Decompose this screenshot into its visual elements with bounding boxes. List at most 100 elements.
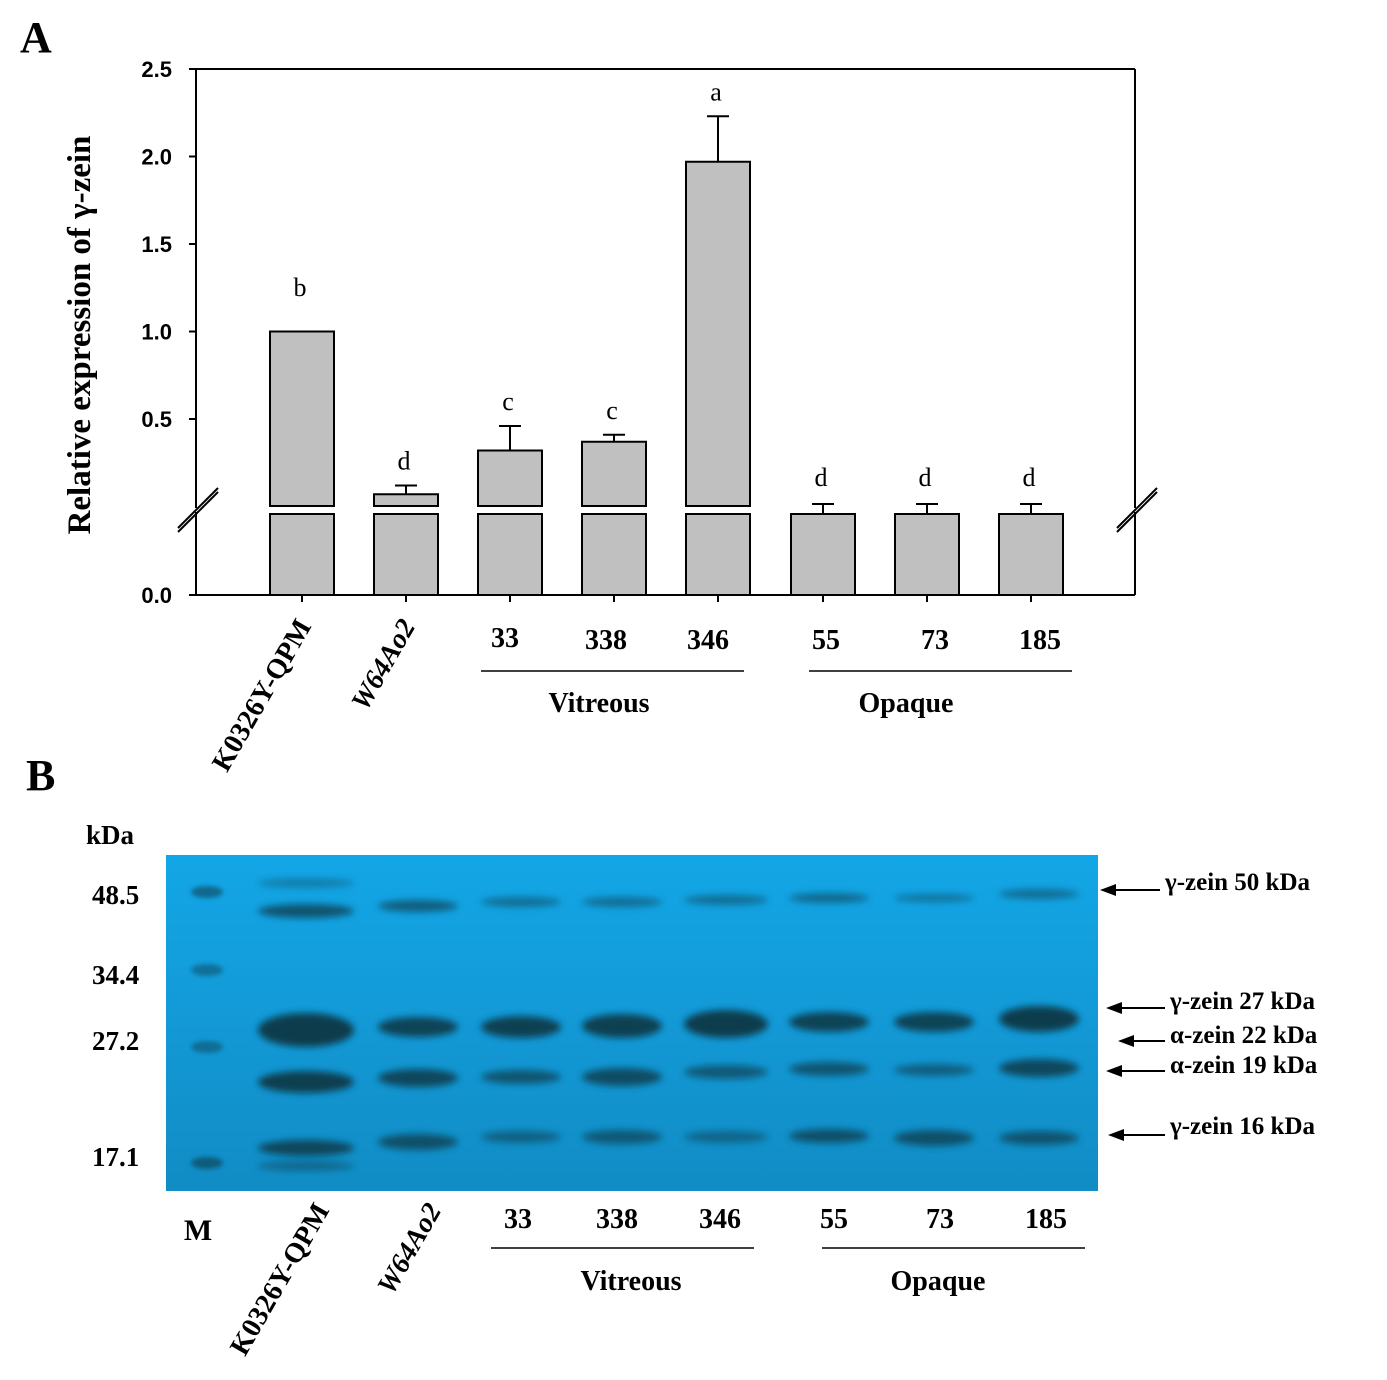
bar-55: d [790, 463, 856, 596]
protein-band [582, 1014, 662, 1038]
annotation-gamma-27: γ-zein 27 kDa [1106, 988, 1316, 1015]
annotation-gamma-50: γ-zein 50 kDa [1100, 869, 1311, 896]
bar-346: a [685, 77, 751, 596]
lane-label-346: 346 [699, 1204, 741, 1235]
x-tick-label: K0326Y-QPM [206, 614, 318, 777]
lane-label-k0326y-qpm: K0326Y-QPM [224, 1198, 336, 1361]
marker-size-48-5: 48.5 [92, 880, 139, 910]
protein-band [582, 897, 662, 907]
band-annotations: γ-zein 50 kDa γ-zein 27 kDa α-zein 22 kD… [1100, 869, 1318, 1141]
protein-band [999, 1059, 1079, 1077]
significance-letter: a [710, 77, 722, 106]
significance-letter: c [502, 387, 514, 416]
protein-band [894, 894, 974, 902]
bar-lower-segment [477, 513, 543, 596]
lane-label-55: 55 [820, 1204, 848, 1235]
break-slash-left [177, 487, 219, 529]
bar-lower-segment [894, 513, 960, 596]
gel-lane-1 [258, 878, 354, 1171]
y-tick-label: 1.5 [141, 232, 172, 257]
group-label-opaque: Opaque [859, 688, 954, 719]
y-axis-ticks: 0.0 0.5 1.0 1.5 2.0 2.5 [141, 57, 196, 608]
x-tick-label: 55 [812, 625, 840, 656]
marker-unit-label: kDa [86, 820, 135, 850]
marker-band [191, 886, 223, 898]
bar-upper-segment [581, 440, 647, 507]
significance-letter: c [606, 396, 618, 425]
protein-band [258, 1013, 354, 1047]
break-slash-left [177, 491, 219, 533]
annotation-label: γ-zein 16 kDa [1169, 1113, 1316, 1140]
arrow-head-icon [1106, 1065, 1122, 1077]
y-tick-label: 2.0 [141, 145, 172, 170]
annotation-label: α-zein 22 kDa [1170, 1022, 1318, 1049]
lane-label-w64ao2: W64Ao2 [371, 1198, 448, 1300]
protein-band [481, 1131, 561, 1143]
lane-label-73: 73 [926, 1204, 954, 1235]
bar-upper-segment [269, 330, 335, 507]
protein-band [258, 1161, 354, 1171]
gel-lane-8 [999, 889, 1079, 1145]
protein-band [789, 1129, 869, 1143]
significance-letter: d [919, 463, 932, 492]
arrow-head-icon [1118, 1035, 1134, 1047]
bar-W64Ao2: d [373, 447, 439, 596]
annotation-gamma-16: γ-zein 16 kDa [1108, 1113, 1316, 1141]
gel-lane-6 [789, 893, 869, 1143]
marker-size-27-2: 27.2 [92, 1026, 139, 1056]
marker-size-34-4: 34.4 [92, 960, 139, 990]
annotation-label: γ-zein 27 kDa [1169, 988, 1316, 1015]
marker-size-17-1: 17.1 [92, 1142, 139, 1172]
significance-letter: d [1023, 463, 1036, 492]
significance-letter: b [294, 273, 307, 302]
significance-letter: d [815, 463, 828, 492]
protein-band [481, 897, 561, 907]
protein-band [258, 878, 354, 888]
x-tick-label: 338 [585, 625, 627, 656]
group-label-vitreous: Vitreous [548, 688, 649, 719]
marker-band [191, 964, 223, 976]
protein-band [582, 1130, 662, 1144]
protein-band [378, 1069, 458, 1087]
lane-label-185: 185 [1025, 1204, 1067, 1235]
protein-band [684, 1131, 768, 1143]
bar-lower-segment [581, 513, 647, 596]
protein-band [481, 1016, 561, 1038]
gel-lane-2 [378, 900, 458, 1150]
protein-band [894, 1064, 974, 1076]
arrow-head-icon [1100, 884, 1116, 896]
x-tick-label: W64Ao2 [345, 614, 422, 716]
gel-lane-7 [894, 894, 974, 1146]
protein-band [258, 1140, 354, 1156]
gel-lane-3 [481, 897, 561, 1143]
protein-band [684, 1065, 768, 1079]
bar-lower-segment [790, 513, 856, 596]
bar-lower-segment [373, 513, 439, 596]
protein-band [894, 1012, 974, 1032]
gel-lane-5 [684, 895, 768, 1143]
protein-band [999, 1006, 1079, 1032]
y-tick-label: 0.5 [141, 407, 172, 432]
marker-band [191, 1041, 223, 1053]
y-tick-label: 1.0 [141, 320, 172, 345]
group-vitreous: Vitreous [481, 670, 744, 719]
annotation-alpha-19: α-zein 19 kDa [1106, 1052, 1318, 1079]
gel-bands [191, 878, 1079, 1171]
bar-upper-segment [477, 449, 543, 507]
protein-band [258, 904, 354, 918]
protein-band [481, 1070, 561, 1084]
arrow-head-icon [1106, 1002, 1122, 1014]
panel-b-label: B [26, 751, 55, 800]
gel-group-label-vitreous: Vitreous [580, 1266, 681, 1297]
panel-a-label: A [20, 13, 52, 62]
bars: b d c c a d d d [269, 77, 1064, 596]
bar-upper-segment [685, 160, 751, 507]
break-slash-right [1116, 487, 1158, 529]
protein-band [582, 1068, 662, 1086]
gel-lane-4 [582, 897, 662, 1144]
protein-band [789, 893, 869, 903]
break-slash-right [1116, 491, 1158, 533]
bar-lower-segment [269, 513, 335, 596]
bar-lower-segment [998, 513, 1064, 596]
lane-label-33: 33 [504, 1204, 532, 1235]
